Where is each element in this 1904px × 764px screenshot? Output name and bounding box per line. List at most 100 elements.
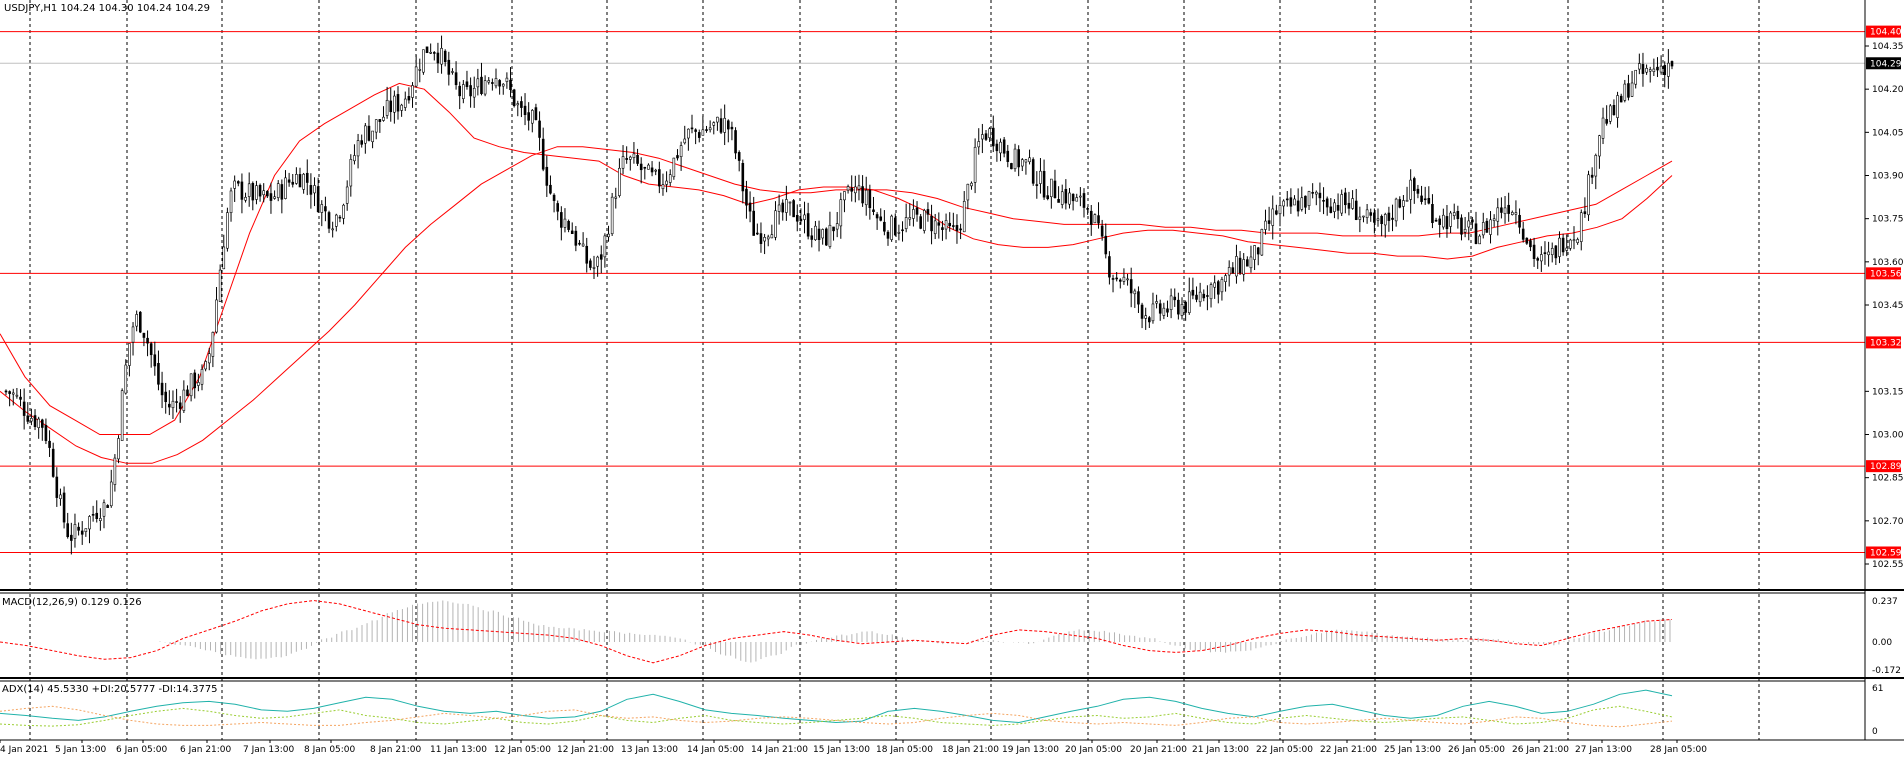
time-tick-label: 5 Jan 13:00 <box>55 745 107 755</box>
adx-panel <box>0 689 1673 728</box>
candle-body <box>1166 308 1169 313</box>
candle-body <box>1380 215 1383 225</box>
candle-body <box>422 49 425 73</box>
current-price-tag <box>1866 57 1901 70</box>
candle-body <box>476 78 480 88</box>
candle-body <box>1115 277 1118 280</box>
candle-body <box>578 242 581 245</box>
price-axis: 104.35104.20104.05103.90103.75103.60103.… <box>1865 25 1904 737</box>
moving-average-slow <box>0 146 1673 464</box>
candle-body <box>454 72 458 86</box>
price-tick-label: 102.85 <box>1872 474 1904 484</box>
time-tick-label: 13 Jan 13:00 <box>621 745 678 755</box>
candle-body <box>1253 245 1256 260</box>
candle-body <box>1652 68 1656 72</box>
candle-body <box>1129 279 1133 294</box>
candle-body <box>168 403 171 408</box>
price-tick-label: 103.15 <box>1872 387 1904 397</box>
candle-body <box>683 138 687 144</box>
candle-body <box>364 125 367 144</box>
candle-body <box>1587 174 1590 216</box>
candle-body <box>1224 275 1227 282</box>
candle-body <box>135 314 138 327</box>
candle-body <box>1598 135 1601 157</box>
candle-body <box>534 107 538 120</box>
candle-body <box>462 84 465 99</box>
candle-body <box>799 218 803 222</box>
candle-body <box>625 158 628 160</box>
candle-body <box>919 216 922 229</box>
candle-body <box>614 196 618 199</box>
candle-body <box>425 46 429 54</box>
candle-body <box>1579 212 1583 242</box>
candle-body <box>1431 204 1434 224</box>
candle-body <box>1050 178 1053 197</box>
candle-body <box>1543 252 1547 255</box>
candle-body <box>516 103 520 106</box>
candle-body <box>549 184 552 194</box>
candle-body <box>574 230 578 246</box>
candle-body <box>563 218 567 228</box>
candle-body <box>266 191 269 197</box>
candle-body <box>1496 207 1500 222</box>
candle-body <box>1068 192 1071 205</box>
candle-body <box>338 216 342 219</box>
candle-body <box>200 369 204 385</box>
candle-body <box>1438 218 1442 225</box>
candle-body <box>897 231 901 234</box>
candle-body <box>1572 239 1576 242</box>
candle-body <box>1111 278 1115 280</box>
candle-body <box>418 69 422 71</box>
candle-body <box>1638 63 1641 70</box>
candle-body <box>1325 198 1329 208</box>
candle-body <box>726 120 730 130</box>
candle-body <box>353 155 356 162</box>
candle-body <box>1369 212 1373 216</box>
candle-body <box>1264 220 1267 230</box>
time-tick-label: 12 Jan 05:00 <box>494 745 551 755</box>
candle-body <box>1373 212 1376 223</box>
candle-body <box>560 212 563 228</box>
candle-body <box>766 236 770 240</box>
candle-body <box>124 364 128 394</box>
time-tick-label: 20 Jan 05:00 <box>1065 745 1122 755</box>
candle-body <box>1619 95 1623 103</box>
candle-body <box>1536 258 1540 261</box>
candle-body <box>88 516 91 530</box>
candle-body <box>483 80 487 95</box>
candle-body <box>1510 212 1514 215</box>
candle-body <box>795 214 799 222</box>
candle-body <box>1285 198 1289 201</box>
candle-body <box>1492 218 1496 221</box>
candle-body <box>1670 61 1674 67</box>
candle-body <box>1057 199 1060 203</box>
candle-body <box>1503 207 1507 215</box>
candle-body <box>596 256 599 267</box>
candle-body <box>51 448 55 477</box>
candle-body <box>1162 307 1166 316</box>
candle-body <box>316 186 320 213</box>
candle-body <box>1402 200 1405 207</box>
candle-body <box>356 140 360 157</box>
candle-body <box>1177 299 1180 315</box>
candle-body <box>694 129 697 132</box>
candle-body <box>309 185 313 195</box>
candle-body <box>197 382 200 386</box>
candle-body <box>1053 180 1057 199</box>
candle-body <box>959 228 962 231</box>
candle-body <box>8 391 11 394</box>
candle-body <box>44 424 48 441</box>
candle-body <box>73 524 77 539</box>
candle-body <box>469 85 472 97</box>
candle-body <box>436 52 440 64</box>
candle-body <box>883 221 886 232</box>
time-tick-label: 8 Jan 21:00 <box>370 745 422 755</box>
time-tick-label: 12 Jan 21:00 <box>557 745 614 755</box>
candle-body <box>1137 291 1140 305</box>
time-tick-label: 4 Jan 2021 <box>0 745 48 755</box>
candle-body <box>1667 62 1670 77</box>
time-tick-label: 22 Jan 05:00 <box>1256 745 1313 755</box>
candle-body <box>763 237 766 242</box>
